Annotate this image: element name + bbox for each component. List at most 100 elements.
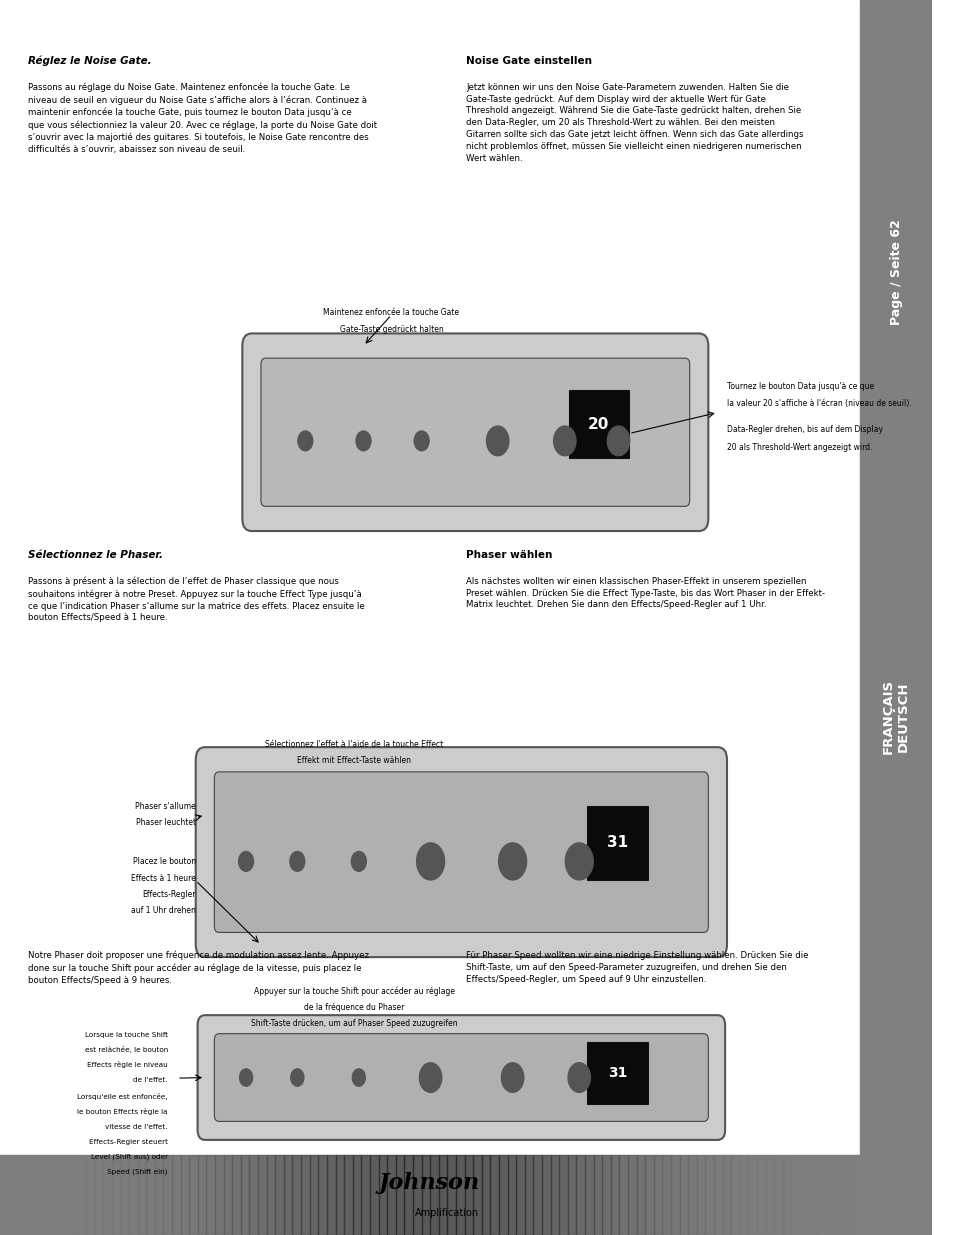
Text: Appuyer sur la touche Shift pour accéder au réglage: Appuyer sur la touche Shift pour accéder… bbox=[253, 987, 455, 997]
Circle shape bbox=[501, 1062, 523, 1092]
Circle shape bbox=[414, 431, 429, 451]
Bar bbox=[550, 1155, 558, 1235]
Text: 20: 20 bbox=[588, 417, 609, 432]
Circle shape bbox=[352, 1068, 365, 1087]
Bar bbox=[644, 1155, 653, 1235]
Bar bbox=[586, 1042, 647, 1104]
Bar bbox=[661, 1155, 670, 1235]
Bar bbox=[730, 1155, 740, 1235]
Bar bbox=[740, 1155, 748, 1235]
FancyBboxPatch shape bbox=[242, 333, 707, 531]
Bar bbox=[301, 1155, 310, 1235]
Text: FRANÇAIS
DEUTSCH: FRANÇAIS DEUTSCH bbox=[882, 679, 909, 753]
Bar bbox=[808, 1155, 817, 1235]
Bar bbox=[721, 1155, 730, 1235]
Bar bbox=[154, 1155, 163, 1235]
Bar bbox=[679, 1155, 687, 1235]
Bar bbox=[214, 1155, 223, 1235]
FancyBboxPatch shape bbox=[214, 772, 707, 932]
Bar bbox=[387, 1155, 395, 1235]
Bar bbox=[584, 1155, 593, 1235]
Text: Effects-Regler steuert: Effects-Regler steuert bbox=[89, 1139, 168, 1145]
Text: Effekt mit Effect-Taste wählen: Effekt mit Effect-Taste wählen bbox=[297, 756, 411, 766]
Bar bbox=[481, 1155, 490, 1235]
Text: Johnson: Johnson bbox=[377, 1172, 478, 1193]
Text: 31: 31 bbox=[607, 1066, 626, 1079]
Bar bbox=[541, 1155, 550, 1235]
Bar bbox=[361, 1155, 370, 1235]
Bar bbox=[765, 1155, 774, 1235]
Bar bbox=[163, 1155, 172, 1235]
Text: Réglez le Noise Gate.: Réglez le Noise Gate. bbox=[28, 56, 152, 67]
Circle shape bbox=[355, 431, 371, 451]
Bar bbox=[834, 1155, 842, 1235]
Bar bbox=[404, 1155, 413, 1235]
Bar bbox=[558, 1155, 567, 1235]
Bar bbox=[817, 1155, 825, 1235]
Text: 31: 31 bbox=[606, 835, 627, 851]
Text: Effects à 1 heure: Effects à 1 heure bbox=[131, 873, 195, 883]
Bar bbox=[438, 1155, 447, 1235]
Bar bbox=[103, 1155, 112, 1235]
Bar bbox=[206, 1155, 214, 1235]
FancyBboxPatch shape bbox=[195, 747, 726, 957]
Circle shape bbox=[486, 426, 508, 456]
Circle shape bbox=[607, 426, 629, 456]
Bar bbox=[223, 1155, 232, 1235]
Text: Jetzt können wir uns den Noise Gate-Parametern zuwenden. Halten Sie die
Gate-Tas: Jetzt können wir uns den Noise Gate-Para… bbox=[465, 83, 802, 163]
Text: Placez le bouton: Placez le bouton bbox=[132, 857, 195, 867]
Bar bbox=[413, 1155, 421, 1235]
Bar bbox=[524, 1155, 533, 1235]
Text: Gate-Taste gedrückt halten: Gate-Taste gedrückt halten bbox=[339, 325, 443, 335]
Bar bbox=[370, 1155, 378, 1235]
Circle shape bbox=[416, 844, 444, 879]
Bar bbox=[34, 1155, 43, 1235]
Bar bbox=[473, 1155, 481, 1235]
Text: Lorsqu'elle est enfoncée,: Lorsqu'elle est enfoncée, bbox=[77, 1093, 168, 1100]
Text: Notre Phaser doit proposer une fréquence de modulation assez lente. Appuyez
done: Notre Phaser doit proposer une fréquence… bbox=[28, 951, 369, 984]
Bar bbox=[129, 1155, 137, 1235]
Text: vitesse de l'effet.: vitesse de l'effet. bbox=[105, 1124, 168, 1130]
Bar bbox=[704, 1155, 713, 1235]
Bar bbox=[172, 1155, 180, 1235]
Bar bbox=[825, 1155, 834, 1235]
Bar bbox=[120, 1155, 129, 1235]
Bar bbox=[851, 1155, 860, 1235]
Bar bbox=[636, 1155, 644, 1235]
Bar bbox=[189, 1155, 197, 1235]
Bar bbox=[670, 1155, 679, 1235]
FancyBboxPatch shape bbox=[261, 358, 689, 506]
Bar bbox=[800, 1155, 808, 1235]
Bar bbox=[293, 1155, 301, 1235]
Bar bbox=[137, 1155, 146, 1235]
Bar bbox=[94, 1155, 103, 1235]
Bar bbox=[310, 1155, 318, 1235]
Text: Page / Seite 62: Page / Seite 62 bbox=[889, 219, 902, 325]
Bar bbox=[696, 1155, 704, 1235]
Bar bbox=[464, 1155, 473, 1235]
Text: Effects-Regler: Effects-Regler bbox=[142, 889, 195, 899]
Bar bbox=[757, 1155, 765, 1235]
Bar bbox=[490, 1155, 498, 1235]
Text: Sélectionnez le Phaser.: Sélectionnez le Phaser. bbox=[28, 550, 163, 559]
Bar bbox=[51, 1155, 60, 1235]
Text: Data-Regler drehen, bis auf dem Display: Data-Regler drehen, bis auf dem Display bbox=[726, 425, 882, 435]
Bar bbox=[576, 1155, 584, 1235]
Text: Phaser wählen: Phaser wählen bbox=[465, 550, 552, 559]
Bar bbox=[395, 1155, 404, 1235]
Bar bbox=[586, 805, 647, 879]
Bar bbox=[456, 1155, 464, 1235]
Text: Noise Gate einstellen: Noise Gate einstellen bbox=[465, 56, 592, 65]
Bar bbox=[77, 1155, 86, 1235]
Bar bbox=[112, 1155, 120, 1235]
Text: auf 1 Uhr drehen: auf 1 Uhr drehen bbox=[131, 905, 195, 915]
Text: Tournez le bouton Data jusqu'à ce que: Tournez le bouton Data jusqu'à ce que bbox=[726, 382, 873, 391]
Bar bbox=[567, 1155, 576, 1235]
Bar bbox=[378, 1155, 387, 1235]
Text: Für Phaser Speed wollten wir eine niedrige Einstellung wählen. Drücken Sie die
S: Für Phaser Speed wollten wir eine niedri… bbox=[465, 951, 808, 983]
Circle shape bbox=[297, 431, 313, 451]
Bar bbox=[593, 1155, 601, 1235]
Text: Speed (Shift ein): Speed (Shift ein) bbox=[108, 1168, 168, 1174]
Bar bbox=[610, 1155, 618, 1235]
Bar bbox=[69, 1155, 77, 1235]
